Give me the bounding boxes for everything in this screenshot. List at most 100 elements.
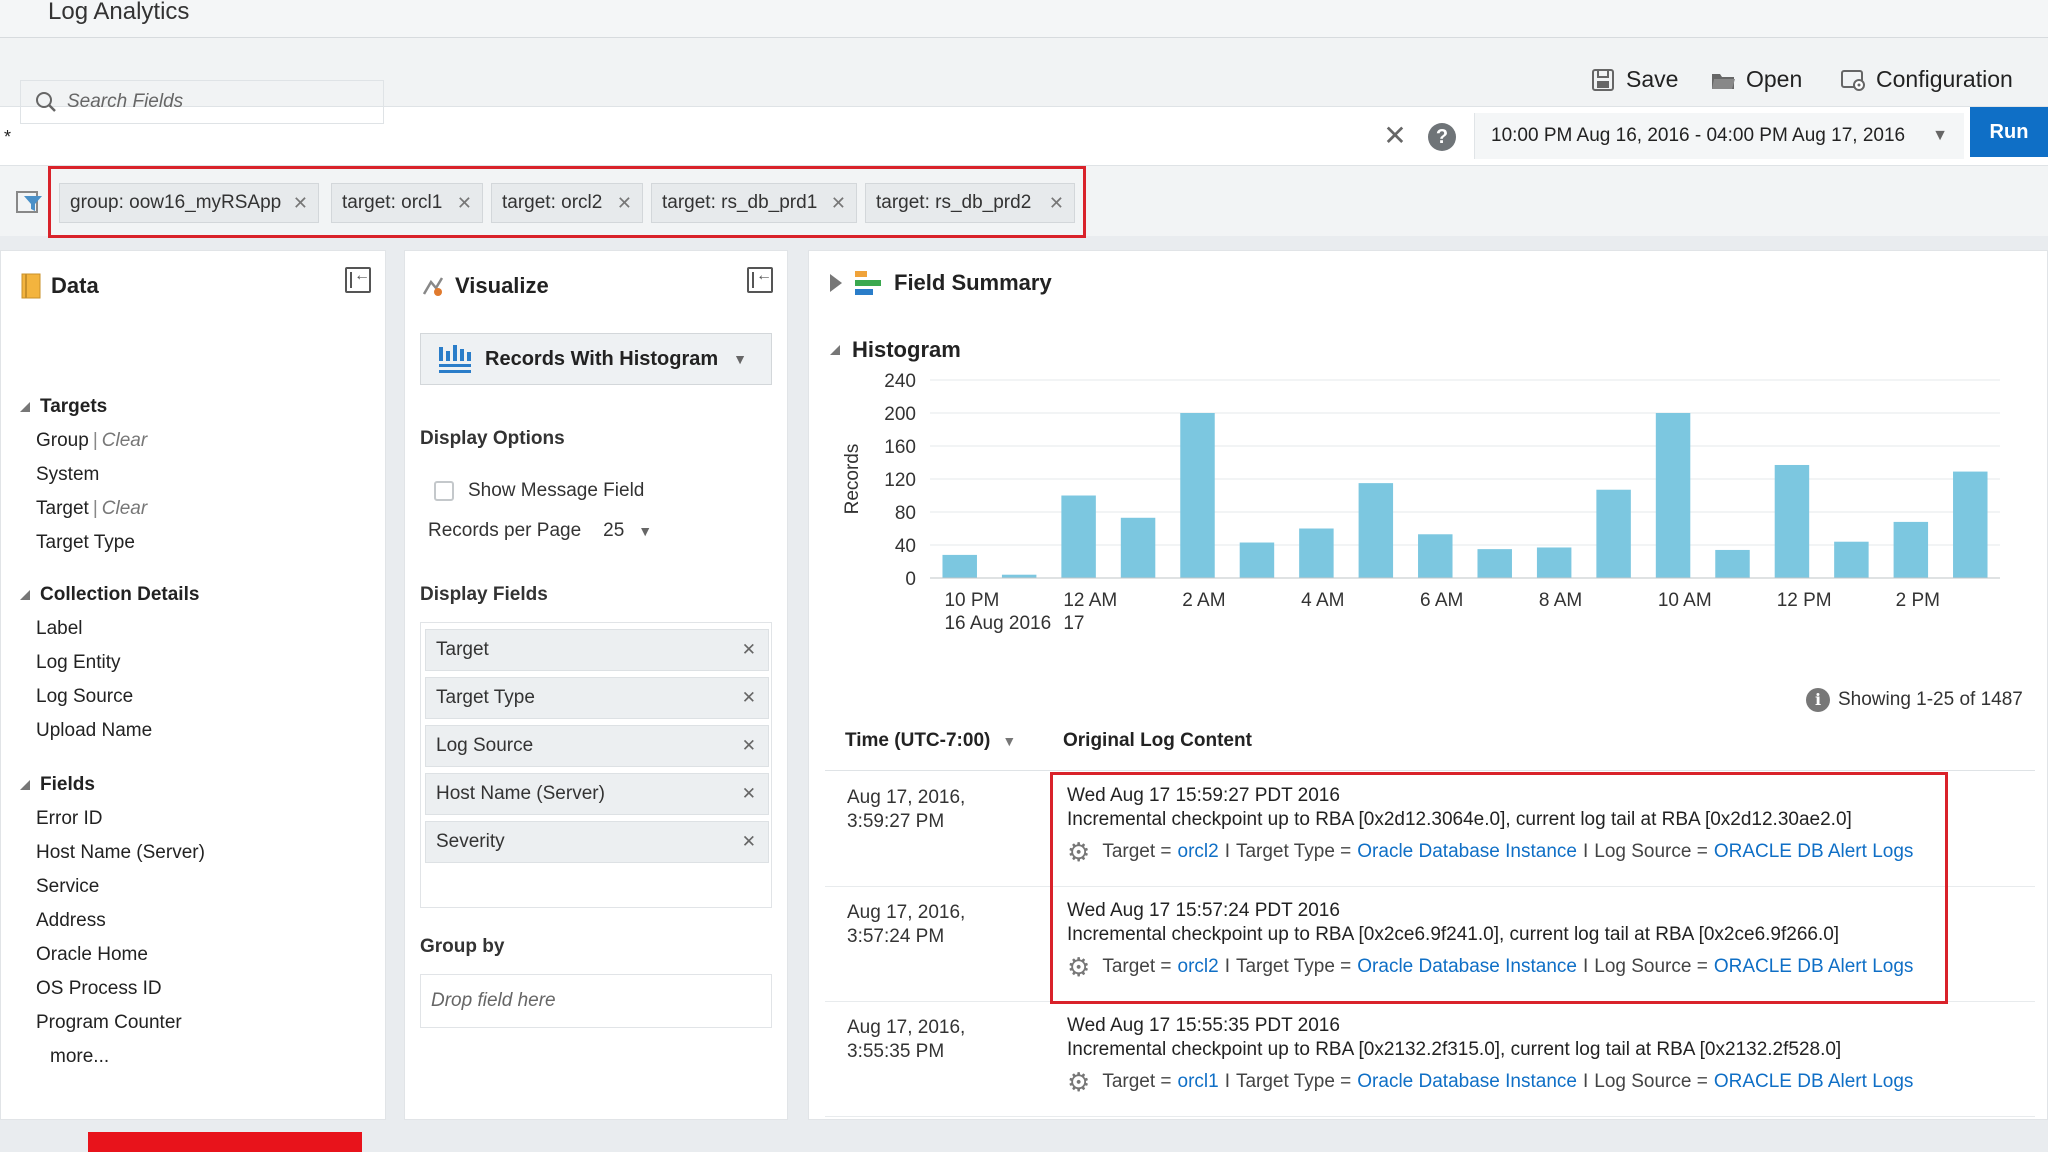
histogram-bar[interactable]	[1358, 483, 1394, 578]
filter-pill[interactable]: group: oow16_myRSApp ✕	[59, 183, 319, 223]
remove-filter-icon[interactable]: ✕	[830, 192, 846, 213]
search-fields-input[interactable]: Search Fields	[20, 80, 384, 124]
histogram-bar[interactable]	[1477, 549, 1512, 578]
x-tick-label: 12 AM	[1063, 590, 1117, 611]
display-field-item[interactable]: Target Type ✕	[425, 677, 769, 719]
tree-item[interactable]: Program Counter	[36, 1012, 182, 1033]
save-button[interactable]: Save	[1590, 66, 1678, 93]
display-field-item[interactable]: Host Name (Server) ✕	[425, 773, 769, 815]
fields-header[interactable]: Fields	[20, 768, 205, 802]
histogram-bar[interactable]	[1001, 574, 1037, 578]
meta-label: Target =	[1102, 956, 1172, 977]
remove-filter-icon[interactable]: ✕	[616, 192, 632, 213]
target-link[interactable]: orcl1	[1177, 1071, 1219, 1092]
histogram-bar[interactable]	[1596, 489, 1631, 578]
content-column-header[interactable]: Original Log Content	[1063, 730, 1252, 751]
time-range-selector[interactable]: 10:00 PM Aug 16, 2016 - 04:00 PM Aug 17,…	[1474, 113, 1964, 159]
collection-header[interactable]: Collection Details	[20, 578, 199, 612]
collapse-panel-icon[interactable]	[345, 267, 371, 293]
target-type-link[interactable]: Oracle Database Instance	[1357, 1071, 1577, 1092]
show-message-field-checkbox[interactable]	[434, 481, 454, 501]
remove-field-icon[interactable]: ✕	[741, 736, 756, 755]
display-field-item[interactable]: Severity ✕	[425, 821, 769, 863]
time-column-header[interactable]: Time (UTC-7:00) ▼	[845, 730, 1016, 752]
tree-item[interactable]: Log Source	[36, 686, 134, 707]
target-link[interactable]: orcl2	[1177, 841, 1219, 862]
histogram-bar[interactable]	[1834, 541, 1869, 578]
remove-filter-icon[interactable]: ✕	[292, 192, 308, 213]
open-button[interactable]: Open	[1710, 66, 1802, 93]
target-clear-link[interactable]: Clear	[101, 498, 148, 519]
histogram-bar[interactable]	[1061, 495, 1096, 579]
remove-filter-icon[interactable]: ✕	[1048, 192, 1064, 213]
gear-icon[interactable]: ⚙	[1067, 952, 1091, 982]
filter-pill[interactable]: target: rs_db_prd2 ✕	[865, 183, 1075, 223]
query-input[interactable]	[4, 115, 1364, 159]
run-button[interactable]: Run	[1970, 107, 2048, 157]
visualization-type-select[interactable]: Records With Histogram ▼	[420, 333, 772, 385]
tree-item[interactable]: OS Process ID	[36, 978, 162, 999]
target-link[interactable]: orcl2	[1177, 956, 1219, 977]
tree-item[interactable]: Error ID	[36, 808, 103, 829]
target-type-link[interactable]: Oracle Database Instance	[1357, 841, 1577, 862]
remove-field-icon[interactable]: ✕	[741, 640, 756, 659]
log-row[interactable]: Aug 17, 2016, 3:57:24 PM Wed Aug 17 15:57…	[825, 887, 2035, 1002]
tree-item[interactable]: Log Entity	[36, 652, 121, 673]
tree-item-group[interactable]: Group | Clear	[20, 424, 147, 458]
histogram-bar[interactable]	[1418, 534, 1453, 578]
gear-icon[interactable]: ⚙	[1067, 1067, 1091, 1097]
configuration-button[interactable]: Configuration	[1840, 66, 2013, 93]
tree-item[interactable]: Upload Name	[36, 720, 153, 741]
field-summary-header[interactable]: Field Summary	[830, 270, 1052, 296]
log-source-link[interactable]: ORACLE DB Alert Logs	[1713, 1071, 1914, 1092]
histogram-bar[interactable]	[1953, 471, 1988, 578]
display-fields-list: Target ✕ Target Type ✕ Log Source ✕ Host Na…	[420, 622, 772, 908]
log-row[interactable]: Aug 17, 2016, 3:59:27 PM Wed Aug 17 15:59…	[825, 772, 2035, 887]
filter-pill[interactable]: target: orcl1 ✕	[331, 183, 483, 223]
group-by-drop-zone[interactable]: Drop field here	[420, 974, 772, 1028]
show-message-field-option[interactable]: Show Message Field	[434, 480, 644, 502]
filter-pill[interactable]: target: rs_db_prd1 ✕	[651, 183, 857, 223]
filter-icon[interactable]	[16, 190, 44, 214]
filter-pill[interactable]: target: orcl2 ✕	[491, 183, 643, 223]
tree-item-target[interactable]: Target | Clear	[20, 492, 147, 526]
display-field-item[interactable]: Log Source ✕	[425, 725, 769, 767]
tree-item[interactable]: Oracle Home	[36, 944, 148, 965]
histogram-bar[interactable]	[1774, 464, 1810, 578]
log-source-link[interactable]: ORACLE DB Alert Logs	[1713, 956, 1914, 977]
histogram-bar[interactable]	[942, 554, 977, 578]
tree-item-system[interactable]: System	[36, 464, 100, 485]
tree-item[interactable]: Service	[36, 876, 100, 897]
histogram-bar[interactable]	[1655, 413, 1691, 578]
group-clear-link[interactable]: Clear	[101, 430, 148, 451]
histogram-bar[interactable]	[1120, 517, 1156, 578]
display-field-item[interactable]: Target ✕	[425, 629, 769, 671]
filter-pill-label: target: orcl2	[502, 192, 603, 213]
help-icon[interactable]: ?	[1428, 123, 1456, 151]
tree-item[interactable]: Address	[36, 910, 106, 931]
log-line: Incremental checkpoint up to RBA [0x2ce6…	[1067, 924, 1840, 945]
remove-field-icon[interactable]: ✕	[741, 688, 756, 707]
tree-item[interactable]: Host Name (Server)	[36, 842, 205, 863]
target-type-link[interactable]: Oracle Database Instance	[1357, 956, 1577, 977]
tree-item[interactable]: Label	[36, 618, 83, 639]
remove-field-icon[interactable]: ✕	[741, 832, 756, 851]
records-per-page-select[interactable]: 25 ▼	[603, 520, 652, 542]
targets-header[interactable]: Targets	[20, 390, 147, 424]
histogram-header[interactable]: Histogram	[830, 337, 961, 363]
histogram-bar[interactable]	[1239, 542, 1275, 578]
remove-filter-icon[interactable]: ✕	[456, 192, 472, 213]
log-row[interactable]: Aug 17, 2016, 3:55:35 PM Wed Aug 17 15:55…	[825, 1002, 2035, 1117]
collapse-panel-icon[interactable]	[747, 267, 773, 293]
gear-icon[interactable]: ⚙	[1067, 837, 1091, 867]
tree-item-target-type[interactable]: Target Type	[36, 532, 135, 553]
histogram-bar[interactable]	[1536, 547, 1572, 578]
histogram-bar[interactable]	[1299, 528, 1334, 579]
clear-query-icon[interactable]: ✕	[1383, 120, 1407, 151]
more-fields-link[interactable]: more...	[50, 1046, 110, 1067]
log-source-link[interactable]: ORACLE DB Alert Logs	[1713, 841, 1914, 862]
remove-field-icon[interactable]: ✕	[741, 784, 756, 803]
histogram-bar[interactable]	[1893, 521, 1929, 578]
histogram-bar[interactable]	[1715, 549, 1750, 578]
histogram-bar[interactable]	[1180, 413, 1215, 578]
